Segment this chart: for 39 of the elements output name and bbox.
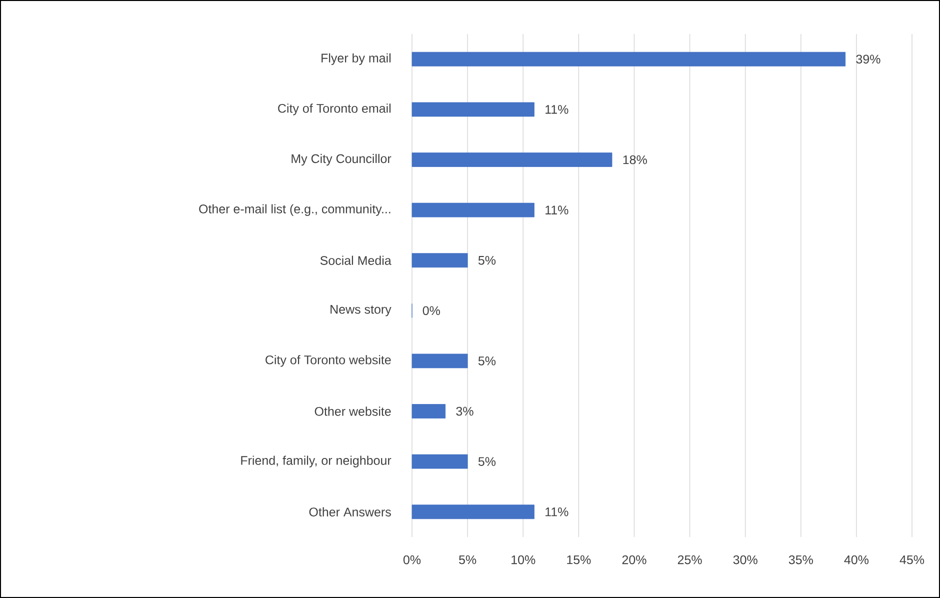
bar xyxy=(412,454,468,469)
x-tick-label: 10% xyxy=(512,555,536,564)
data-label: 11% xyxy=(546,507,568,516)
data-label: 5% xyxy=(478,256,496,265)
x-tick-label: 0% xyxy=(403,555,421,564)
data-label: 3% xyxy=(456,406,474,416)
y-tick-label: My City Councillor xyxy=(292,154,392,166)
data-label: 18% xyxy=(623,155,647,164)
y-tick-label: Friend, family, or neighbour xyxy=(241,456,392,468)
x-tick-label: 45% xyxy=(900,555,924,564)
y-tick-label: City of Toronto email xyxy=(278,104,391,116)
data-label: 5% xyxy=(478,457,496,466)
x-tick-label: 15% xyxy=(567,555,591,564)
x-tick-label: 5% xyxy=(459,555,476,564)
y-tick-label: Other Answers xyxy=(309,507,391,516)
y-tick-label: News story xyxy=(330,305,392,316)
bar xyxy=(412,404,446,418)
bar xyxy=(412,504,534,520)
bar xyxy=(412,102,534,117)
data-label: 39% xyxy=(856,54,880,64)
x-tick-label: 35% xyxy=(788,555,813,564)
bar xyxy=(412,52,846,66)
bar xyxy=(412,253,468,268)
data-label: 11% xyxy=(546,206,568,214)
bar xyxy=(412,354,468,368)
y-tick-label: Other e-mail list (e.g., community... xyxy=(199,204,390,216)
data-label: 0% xyxy=(422,306,440,316)
bar xyxy=(412,152,612,167)
x-tick-label: 40% xyxy=(844,555,869,564)
data-label: 11% xyxy=(546,105,568,114)
x-tick-label: 25% xyxy=(678,555,702,564)
y-tick-label: Flyer by mail xyxy=(322,53,391,65)
y-tick-label: Social Media xyxy=(320,256,392,265)
data-label: 5% xyxy=(478,356,496,366)
bar xyxy=(412,202,534,218)
y-tick-label: Other website xyxy=(314,406,391,416)
y-tick-label: City of Toronto website xyxy=(266,355,391,367)
x-tick-label: 20% xyxy=(622,555,646,564)
x-tick-label: 30% xyxy=(733,555,758,564)
